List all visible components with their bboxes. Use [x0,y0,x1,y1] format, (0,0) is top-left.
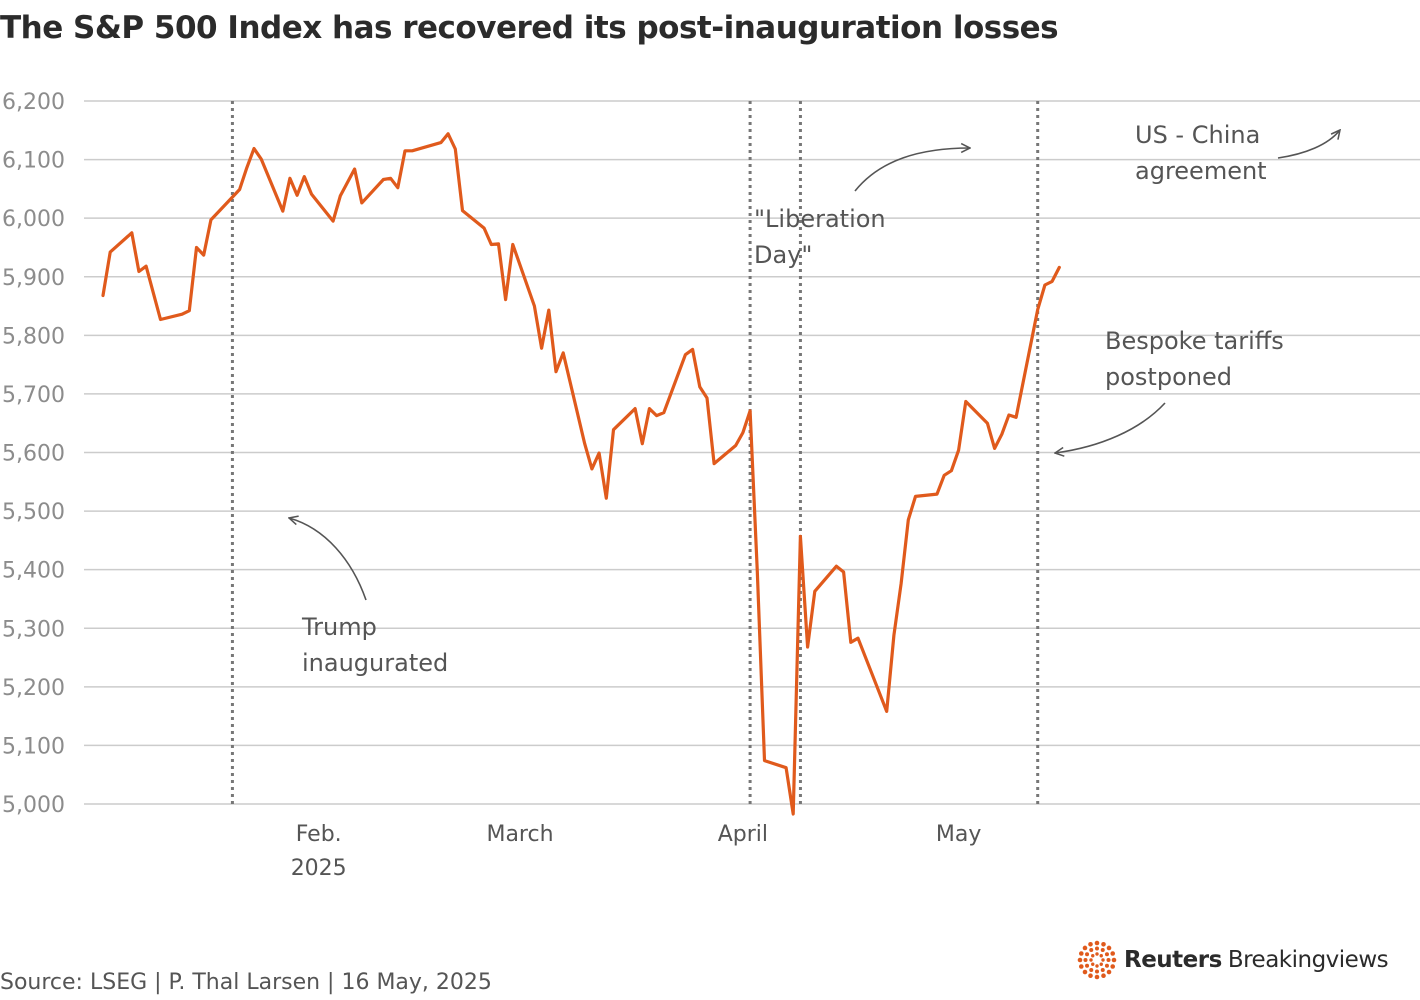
annotation-arrow [854,148,970,192]
annotation-arrow [1277,130,1340,159]
y-tick-label: 5,300 [2,617,65,642]
annotation-arrow [289,518,367,601]
x-tick-label: May [936,822,981,847]
event-annotation: US - China agreement [1135,121,1267,185]
x-tick-label: Feb. [296,822,342,847]
brand-name-light: Breakingviews [1227,947,1389,973]
y-tick-label: 5,900 [2,266,65,291]
event-annotation: Trump inaugurated [301,613,448,677]
event-lines [230,101,1040,804]
x-axis-ticks: Feb. 2025 March April May [291,822,982,881]
grid-lines [84,100,1420,805]
annotations: Trump inaugurated "Liberation Day" Bespoke t… [289,121,1340,677]
reuters-dot-logo-icon [1077,940,1117,980]
event-annotation: Bespoke tariffs postponed [1105,327,1284,391]
source-note: Source: LSEG | P. Thal Larsen | 16 May, … [0,970,492,995]
y-tick-label: 5,400 [2,559,65,584]
y-tick-label: 5,100 [2,734,65,759]
chart-title: The S&P 500 Index has recovered its post… [0,10,1059,46]
x-tick-label: March [486,822,553,847]
y-tick-label: 6,000 [2,207,65,232]
y-tick-label: 5,800 [2,324,65,349]
series-line [101,132,1061,816]
y-tick-label: 6,100 [2,149,65,174]
y-tick-label: 5,600 [2,442,65,467]
y-axis-ticks: 6,200 6,100 6,000 5,900 5,800 5,700 5,600 5,500… [2,90,65,818]
event-annotation: "Liberation Day" [754,205,886,269]
series-layer [101,132,1061,816]
brand-logo: Reuters Breakingviews [1076,940,1389,980]
x-tick-year-label: 2025 [291,856,347,881]
y-tick-label: 5,000 [2,793,65,818]
y-tick-label: 5,200 [2,676,65,701]
x-tick-label: April [718,822,768,847]
y-tick-label: 5,500 [2,500,65,525]
y-tick-label: 5,700 [2,383,65,408]
y-tick-label: 6,200 [2,90,65,115]
brand-name-bold: Reuters [1124,947,1222,973]
annotation-arrow [1055,402,1166,453]
